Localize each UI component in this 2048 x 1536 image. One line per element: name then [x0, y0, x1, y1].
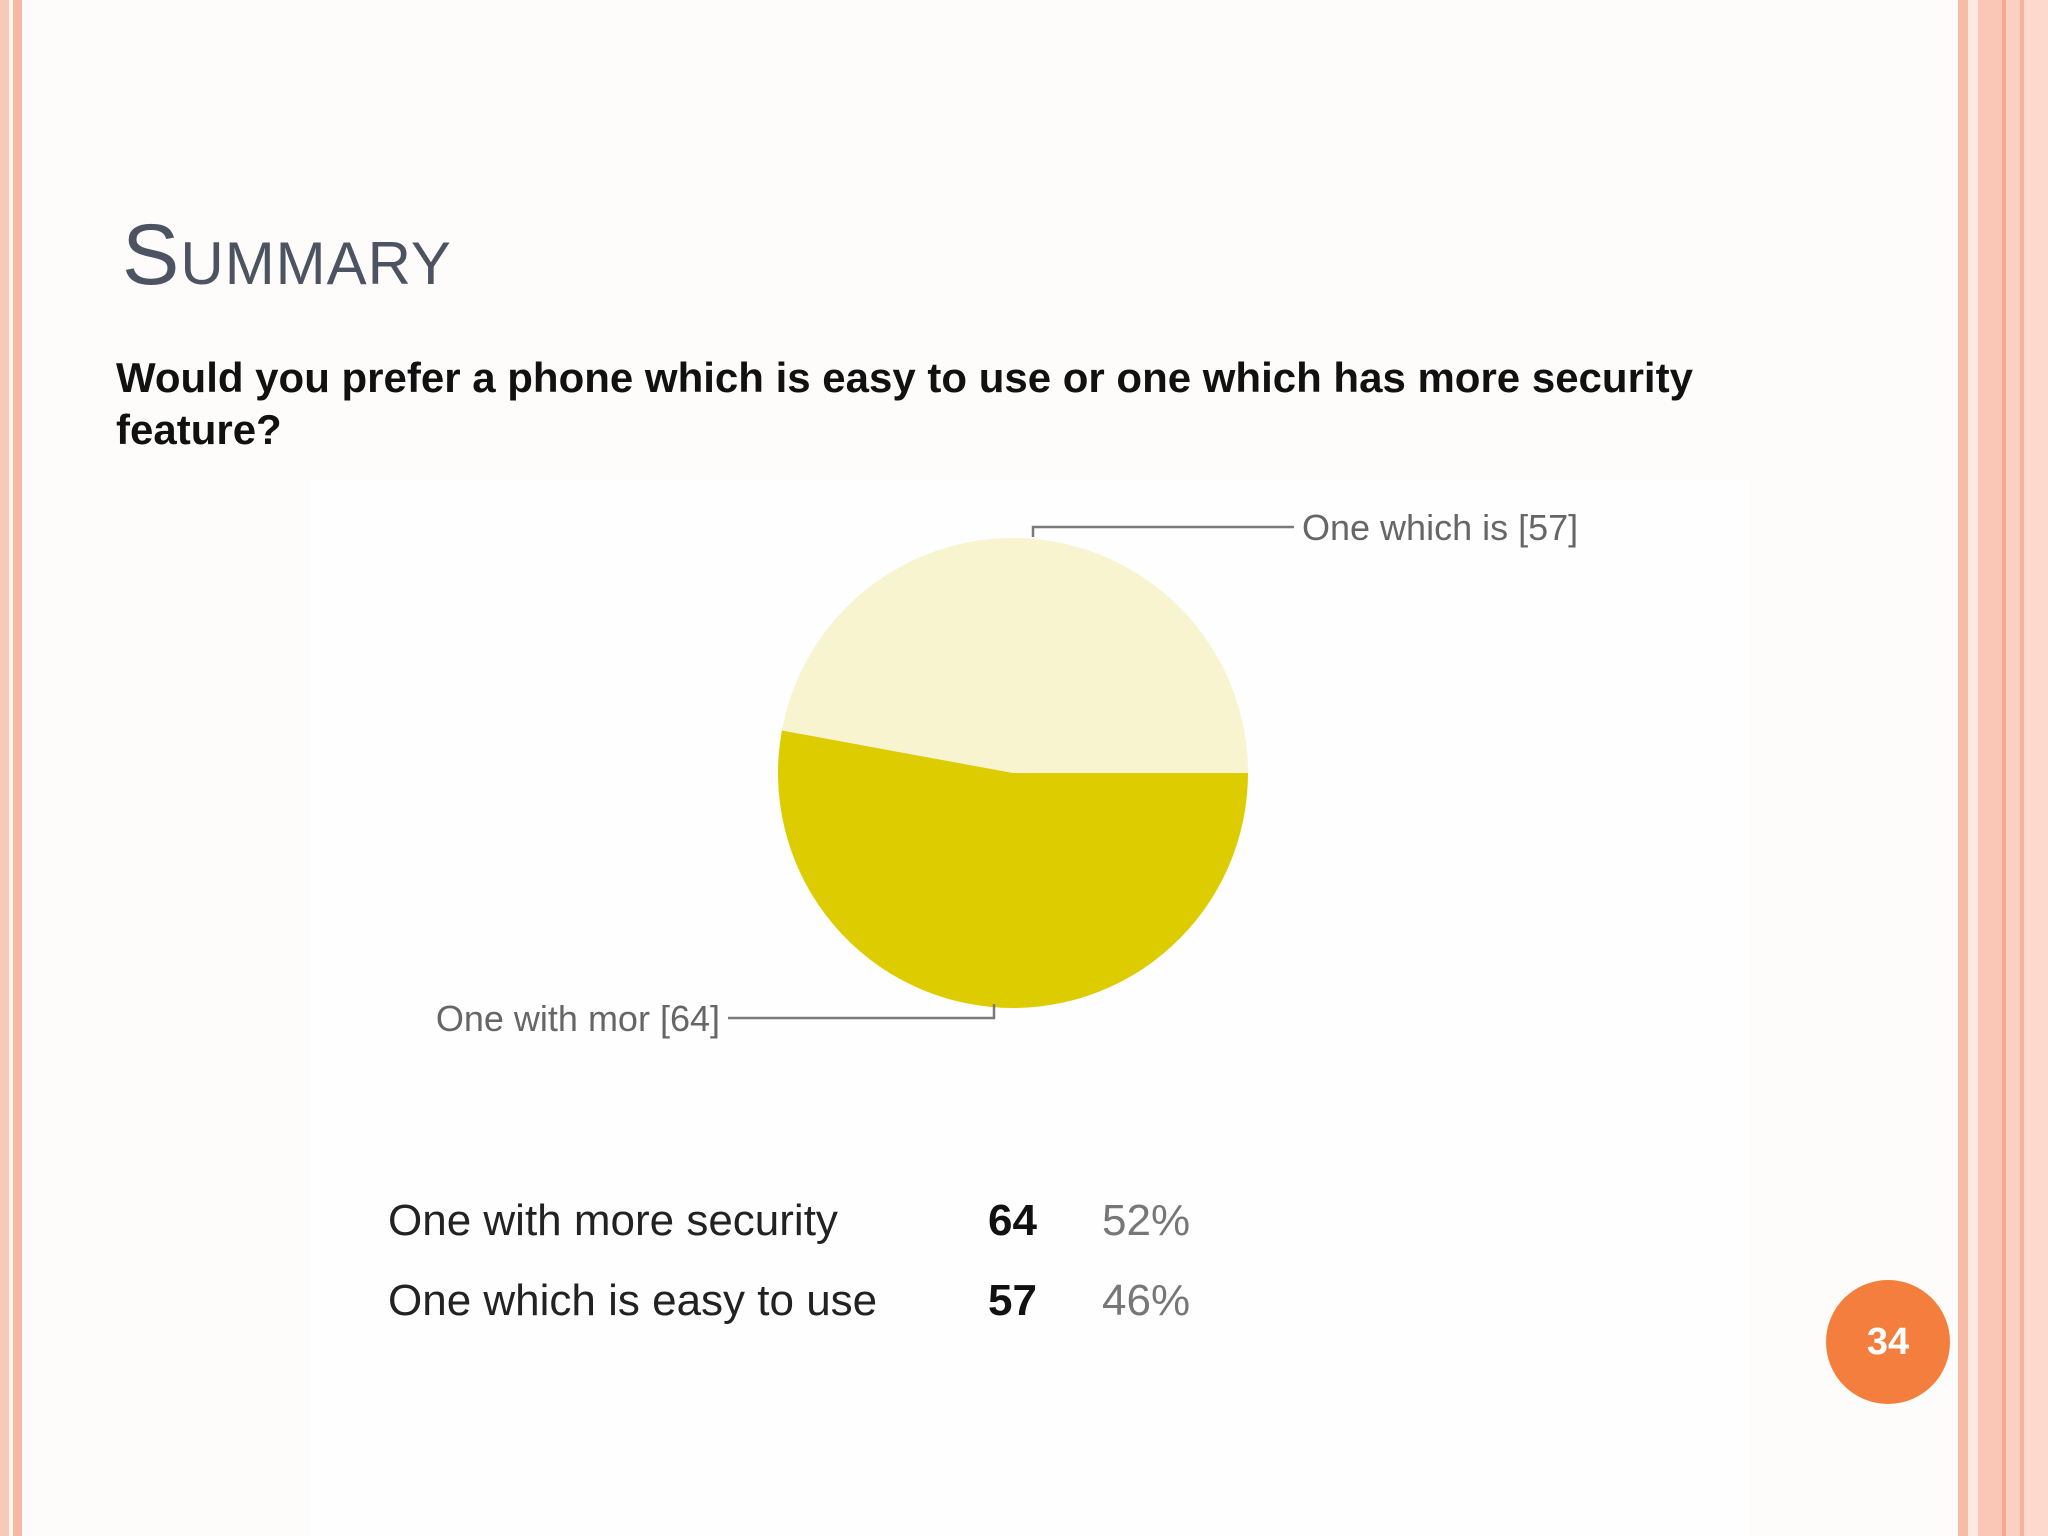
table-row: One which is easy to use 57 46% [388, 1276, 1288, 1356]
pie-slices [777, 538, 1248, 1009]
results-table: One with more security 64 52% One which … [388, 1196, 1288, 1356]
pie-slice-security [777, 730, 1248, 1009]
answer-percent: 46% [1102, 1276, 1191, 1325]
left-decorative-border [0, 0, 22, 1536]
right-decorative-border [1958, 0, 2048, 1536]
answer-count: 64 [988, 1196, 1037, 1245]
page-number-badge: 34 [1826, 1280, 1950, 1404]
slice-label-easy: One which is [57] [1302, 507, 1578, 548]
pie-chart: One which is [57] One with mor [64] [436, 507, 1578, 1039]
answer-percent: 52% [1102, 1196, 1191, 1245]
answer-count: 57 [988, 1276, 1037, 1325]
table-row: One with more security 64 52% [388, 1196, 1288, 1276]
answer-name: One with more security [388, 1196, 838, 1245]
leader-line-easy [1031, 525, 1294, 537]
answer-name: One which is easy to use [388, 1276, 878, 1325]
pie-slice-easy [781, 538, 1248, 773]
chart-panel: One which is [57] One with mor [64] [310, 480, 1750, 1536]
survey-question: Would you prefer a phone which is easy t… [116, 354, 1693, 453]
leader-line-security [728, 1004, 996, 1020]
slice-label-security: One with mor [64] [436, 998, 720, 1039]
slide-title: Summary [122, 207, 452, 303]
